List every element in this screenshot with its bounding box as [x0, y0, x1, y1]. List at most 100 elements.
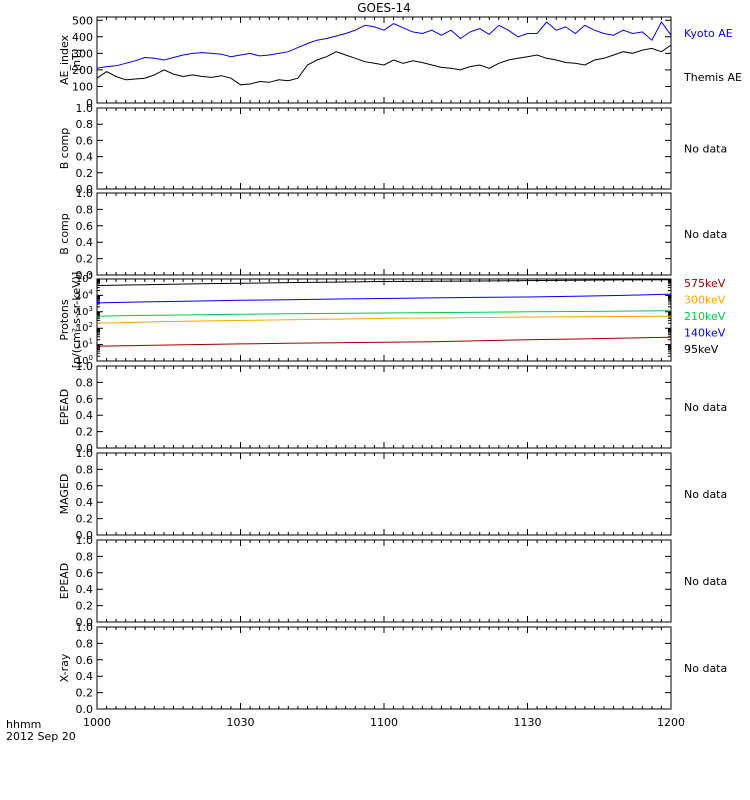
- y-tick-label: 0.4: [76, 236, 94, 249]
- y-tick-label: 103: [76, 305, 93, 318]
- y-axis-label: B comp: [58, 128, 71, 170]
- y-tick-label: 0.4: [76, 151, 94, 164]
- y-axis-label: EPEAD: [58, 563, 71, 600]
- y-tick-label: 400: [72, 31, 93, 44]
- panel-7: 0.0 0.2 0.4 0.6 0.8 1.0 EPEAD No data: [58, 534, 727, 629]
- y-tick-label: 1.0: [76, 447, 94, 460]
- y-tick-label: 0.8: [76, 550, 94, 563]
- y-tick-label: 0.0: [76, 269, 94, 282]
- y-tick-label: 100: [72, 80, 93, 93]
- y-tick-marks: [97, 539, 671, 623]
- y-tick-label: 0.2: [76, 253, 94, 266]
- y-tick-label: 0: [86, 97, 93, 110]
- y-tick-label: 1.0: [76, 534, 94, 547]
- y-tick-label: 0.8: [76, 463, 94, 476]
- y-tick-marks: [97, 19, 671, 104]
- y-tick-label: 1.0: [76, 102, 94, 115]
- y-tick-label: 0.4: [76, 496, 94, 509]
- panel-8: 0.0 0.2 0.4 0.6 0.8 1.0 X-ray No data: [58, 621, 727, 716]
- y-tick-label: 0.2: [76, 687, 94, 700]
- y-tick-label: 0.6: [76, 567, 94, 580]
- series-line-300kev: [96, 315, 672, 324]
- series-line-kyoto-ae: [96, 21, 672, 69]
- y-tick-label: 1.0: [76, 621, 94, 634]
- x-tick-marks: [96, 627, 672, 709]
- chart-title: GOES-14: [357, 1, 411, 15]
- x-tick-label: 1000: [83, 716, 111, 729]
- panel-frame: [96, 365, 672, 449]
- y-tick-label: 1.0: [76, 360, 94, 373]
- legend-label: 210keV: [684, 310, 726, 323]
- panel-2: 0.0 0.2 0.4 0.6 0.8 1.0 B comp No data: [58, 102, 727, 196]
- x-axis: 1000 1030 1100 1130 1200: [83, 716, 685, 729]
- x-tick-marks: [96, 453, 672, 535]
- x-tick-label: 1100: [370, 716, 398, 729]
- y-tick-marks: [97, 192, 671, 276]
- no-data-label: No data: [684, 401, 727, 414]
- y-tick-label: 0.2: [76, 167, 94, 180]
- y-tick-marks: [97, 365, 671, 449]
- panel-frame: [96, 452, 672, 536]
- y-tick-label: 0.8: [76, 203, 94, 216]
- x-tick-marks: [96, 540, 672, 622]
- series-line-140kev: [96, 293, 672, 304]
- x-tick-label: 1130: [514, 716, 542, 729]
- series-line-210kev: [96, 310, 672, 317]
- y-tick-label: 0.6: [76, 134, 94, 147]
- legend-label: 140keV: [684, 327, 726, 340]
- y-tick-marks: [97, 452, 671, 536]
- panel-frame: [96, 539, 672, 623]
- y-tick-label: 0.0: [76, 183, 94, 196]
- y-tick-label: 0.2: [76, 513, 94, 526]
- y-tick-label: 0.6: [76, 220, 94, 233]
- panel-frame: [96, 107, 672, 190]
- y-axis-unit: [nT]: [70, 49, 83, 71]
- legend-label: 300keV: [684, 294, 726, 307]
- y-tick-label: 0.8: [76, 637, 94, 650]
- y-tick-label: 0.0: [76, 442, 94, 455]
- y-tick-label: 0.6: [76, 393, 94, 406]
- x-tick-marks: [96, 17, 672, 103]
- no-data-label: No data: [684, 143, 727, 156]
- legend-label: 95keV: [684, 343, 719, 356]
- no-data-label: No data: [684, 575, 727, 588]
- y-tick-label: 300: [72, 47, 93, 60]
- y-tick-label: 200: [72, 64, 93, 77]
- y-axis-label: EPEAD: [58, 389, 71, 426]
- x-tick-marks: [96, 108, 672, 189]
- x-tick-marks: [96, 279, 672, 361]
- y-tick-label: 105: [76, 272, 93, 285]
- y-axis-label: X-ray: [58, 653, 71, 682]
- panel-5: 0.0 0.2 0.4 0.6 0.8 1.0 EPEAD No data: [58, 360, 727, 455]
- y-tick-label: 0.4: [76, 670, 94, 683]
- x-tick-marks: [96, 193, 672, 275]
- y-tick-label: 0.6: [76, 654, 94, 667]
- y-axis-label: MAGED: [58, 474, 71, 515]
- y-tick-label: 101: [76, 338, 93, 351]
- y-tick-label: 0.8: [76, 118, 94, 131]
- y-tick-label: 104: [76, 288, 94, 301]
- legend-label: Kyoto AE: [684, 27, 733, 40]
- panel-6: 0.0 0.2 0.4 0.6 0.8 1.0 MAGED No data: [58, 447, 727, 542]
- y-tick-label: 500: [72, 14, 93, 27]
- y-tick-label: 100: [76, 354, 93, 367]
- x-axis-date: 2012 Sep 20: [6, 730, 76, 743]
- y-tick-label: 0.2: [76, 600, 94, 613]
- no-data-label: No data: [684, 228, 727, 241]
- y-tick-label: 0.0: [76, 529, 94, 542]
- y-axis-label: B comp: [58, 213, 71, 255]
- series-line-575kev: [96, 336, 672, 347]
- legend-label: 575keV: [684, 277, 726, 290]
- panel-4: 100 101 102 103 104 105 Protons [p/(cm²-s-sr-ke…: [58, 272, 726, 369]
- no-data-label: No data: [684, 662, 727, 675]
- y-tick-label: 102: [76, 321, 93, 334]
- y-tick-label: 1.0: [76, 187, 94, 200]
- x-tick-marks: [96, 366, 672, 448]
- y-tick-marks: [97, 278, 671, 362]
- x-tick-label: 1030: [227, 716, 255, 729]
- y-tick-label: 0.0: [76, 616, 94, 629]
